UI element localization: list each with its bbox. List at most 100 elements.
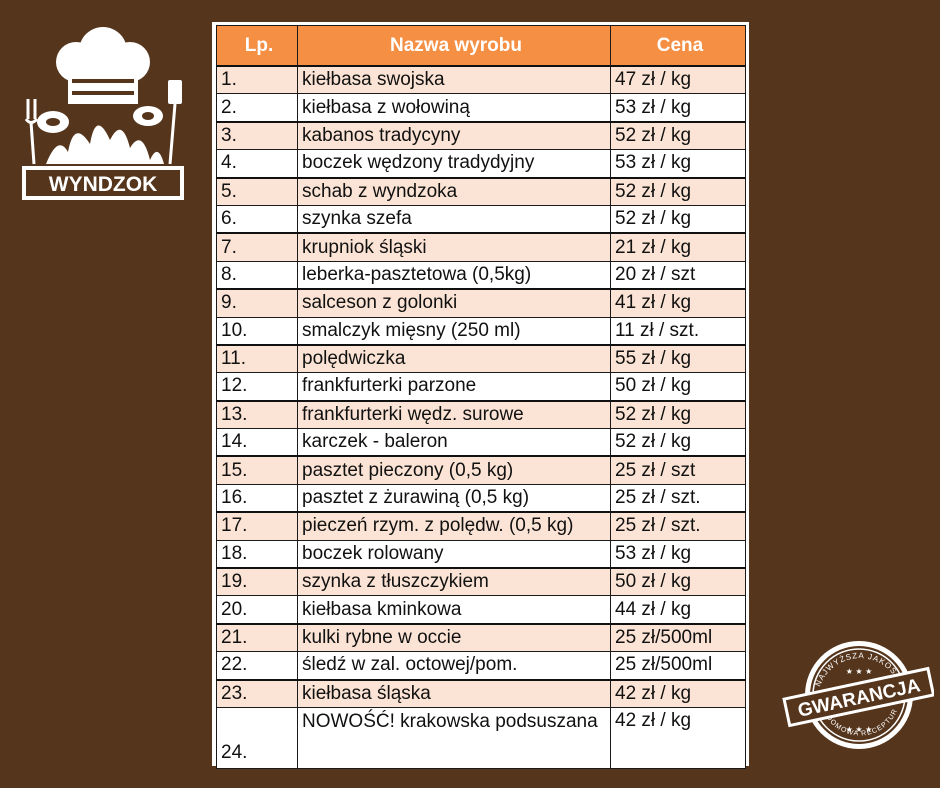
cell-name: frankfurterki wędz. surowe — [297, 400, 611, 430]
badge-stars-top: ★ ★ ★ — [846, 667, 873, 676]
cell-name: krupniok śląski — [297, 232, 611, 262]
cell-name: pieczeń rzym. z polędw. (0,5 kg) — [297, 511, 611, 541]
table-row: 11. polędwiczka 55 zł / kg — [216, 344, 746, 374]
cell-price: 25 zł / szt — [610, 455, 746, 485]
cell-price: 25 zł/500ml — [610, 651, 746, 681]
cell-name: NOWOŚĆ! krakowska podsuszana — [297, 706, 611, 769]
cell-price: 53 zł / kg — [610, 93, 746, 123]
header-name: Nazwa wyrobu — [297, 25, 611, 67]
grill-fork-icon — [24, 99, 39, 165]
cell-lp: 14. — [216, 428, 298, 457]
cell-price: 50 zł / kg — [610, 567, 746, 597]
cell-name: pasztet z żurawiną (0,5 kg) — [297, 483, 611, 513]
cell-lp: 20. — [216, 595, 298, 625]
price-list-sheet: Lp. Nazwa wyrobu Cena 1. kiełbasa swojska… — [212, 22, 749, 769]
table-row: 19. szynka z tłuszczykiem 50 zł / kg — [216, 567, 746, 597]
table-row: 5. schab z wyndzoka 52 zł / kg — [216, 177, 746, 206]
header-price: Cena — [610, 25, 746, 67]
cell-name: kiełbasa kminkowa — [297, 595, 611, 625]
cell-lp: 10. — [216, 316, 298, 346]
cell-lp: 4. — [216, 149, 298, 179]
table-row: 14. karczek - baleron 52 zł / kg — [216, 428, 746, 457]
cell-name: kiełbasa śląska — [297, 679, 611, 708]
cell-price: 25 zł / szt. — [610, 511, 746, 541]
cell-price: 42 zł / kg — [610, 706, 746, 769]
cell-price: 47 zł / kg — [610, 65, 746, 95]
badge-stars-bottom: ★ ★ ★ — [846, 725, 873, 734]
cell-price: 42 zł / kg — [610, 679, 746, 708]
cell-lp: 24. — [216, 706, 298, 769]
cell-price: 55 zł / kg — [610, 344, 746, 374]
cell-price: 53 zł / kg — [610, 149, 746, 179]
table-row: 3. kabanos tradycyny 52 zł / kg — [216, 121, 746, 151]
cell-lp: 11. — [216, 344, 298, 374]
table-row: 2. kiełbasa z wołowiną 53 zł / kg — [216, 93, 746, 123]
cell-lp: 18. — [216, 539, 298, 569]
cell-lp: 16. — [216, 483, 298, 513]
grill-spatula-icon — [168, 80, 182, 165]
cell-price: 50 zł / kg — [610, 372, 746, 402]
cell-price: 21 zł / kg — [610, 232, 746, 262]
header-lp: Lp. — [216, 25, 298, 67]
table-row: 21. kulki rybne w occie 25 zł/500ml — [216, 623, 746, 653]
cell-price: 52 zł / kg — [610, 428, 746, 457]
table-row: 20. kiełbasa kminkowa 44 zł / kg — [216, 595, 746, 625]
fire-icon — [46, 125, 164, 164]
table-row: 17. pieczeń rzym. z polędw. (0,5 kg) 25 zł… — [216, 511, 746, 541]
quality-badge-icon: NAJWYŻSZA JAKOŚĆ DOMOWA RECEPTURA GWARAN… — [782, 636, 934, 749]
cell-name: karczek - baleron — [297, 428, 611, 457]
table-row: 15. pasztet pieczony (0,5 kg) 25 zł / szt — [216, 455, 746, 485]
table-row: 10. smalczyk mięsny (250 ml) 11 zł / szt. — [216, 316, 746, 346]
cell-name: szynka z tłuszczykiem — [297, 567, 611, 597]
cell-price: 41 zł / kg — [610, 288, 746, 318]
cell-lp: 7. — [216, 232, 298, 262]
cell-price: 52 zł / kg — [610, 121, 746, 151]
cell-price: 25 zł/500ml — [610, 623, 746, 653]
table-row: 6. szynka szefa 52 zł / kg — [216, 204, 746, 234]
cell-price: 44 zł / kg — [610, 595, 746, 625]
table-row: 9. salceson z golonki 41 zł / kg — [216, 288, 746, 318]
cell-lp: 2. — [216, 93, 298, 123]
cell-name: schab z wyndzoka — [297, 177, 611, 206]
cell-price: 11 zł / szt. — [610, 316, 746, 346]
cell-name: kulki rybne w occie — [297, 623, 611, 653]
cell-price: 25 zł / szt. — [610, 483, 746, 513]
cell-lp: 19. — [216, 567, 298, 597]
table-row: 22. śledź w zal. octowej/pom. 25 zł/500ml — [216, 651, 746, 681]
cell-price: 52 zł / kg — [610, 204, 746, 234]
table-row: 12. frankfurterki parzone 50 zł / kg — [216, 372, 746, 402]
cell-price: 20 zł / szt — [610, 260, 746, 290]
cell-lp: 13. — [216, 400, 298, 430]
cell-lp: 15. — [216, 455, 298, 485]
cell-lp: 17. — [216, 511, 298, 541]
cell-lp: 21. — [216, 623, 298, 653]
wyndzok-logo: WYNDZOK — [22, 27, 184, 200]
price-table: Lp. Nazwa wyrobu Cena 1. kiełbasa swojska… — [216, 25, 746, 769]
table-row: 24. NOWOŚĆ! krakowska podsuszana 42 zł / k… — [216, 706, 746, 769]
cell-name: szynka szefa — [297, 204, 611, 234]
cell-name: smalczyk mięsny (250 ml) — [297, 316, 611, 346]
brand-name: WYNDZOK — [49, 173, 158, 196]
cell-name: kiełbasa swojska — [297, 65, 611, 95]
cell-lp: 12. — [216, 372, 298, 402]
cell-name: śledź w zal. octowej/pom. — [297, 651, 611, 681]
cell-lp: 1. — [216, 65, 298, 95]
cell-name: boczek rolowany — [297, 539, 611, 569]
cell-name: kiełbasa z wołowiną — [297, 93, 611, 123]
cell-lp: 23. — [216, 679, 298, 708]
cell-price: 52 zł / kg — [610, 177, 746, 206]
table-row: 13. frankfurterki wędz. surowe 52 zł / kg — [216, 400, 746, 430]
table-row: 7. krupniok śląski 21 zł / kg — [216, 232, 746, 262]
cell-name: boczek wędzony tradydyjny — [297, 149, 611, 179]
cell-lp: 9. — [216, 288, 298, 318]
table-row: 18. boczek rolowany 53 zł / kg — [216, 539, 746, 569]
table-row: 4. boczek wędzony tradydyjny 53 zł / kg — [216, 149, 746, 179]
table-row: 1. kiełbasa swojska 47 zł / kg — [216, 65, 746, 95]
cell-lp: 22. — [216, 651, 298, 681]
cell-name: kabanos tradycyny — [297, 121, 611, 151]
cell-price: 53 zł / kg — [610, 539, 746, 569]
table-row: 8. leberka-pasztetowa (0,5kg) 20 zł / szt — [216, 260, 746, 290]
cell-name: leberka-pasztetowa (0,5kg) — [297, 260, 611, 290]
table-row: 23. kiełbasa śląska 42 zł / kg — [216, 679, 746, 708]
cell-name: frankfurterki parzone — [297, 372, 611, 402]
